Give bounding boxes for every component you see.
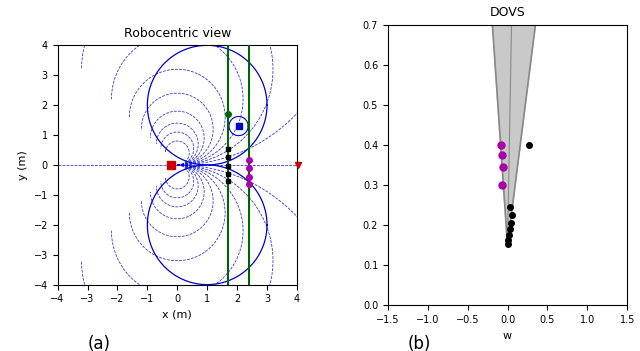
Text: (a): (a): [88, 335, 111, 351]
Title: DOVS: DOVS: [490, 6, 525, 19]
Polygon shape: [508, 25, 536, 245]
X-axis label: x (m): x (m): [163, 310, 192, 320]
Title: Robocentric view: Robocentric view: [124, 27, 231, 40]
Polygon shape: [492, 25, 511, 245]
Y-axis label: y (m): y (m): [18, 150, 28, 180]
Text: (b): (b): [408, 335, 431, 351]
X-axis label: w: w: [503, 331, 512, 341]
